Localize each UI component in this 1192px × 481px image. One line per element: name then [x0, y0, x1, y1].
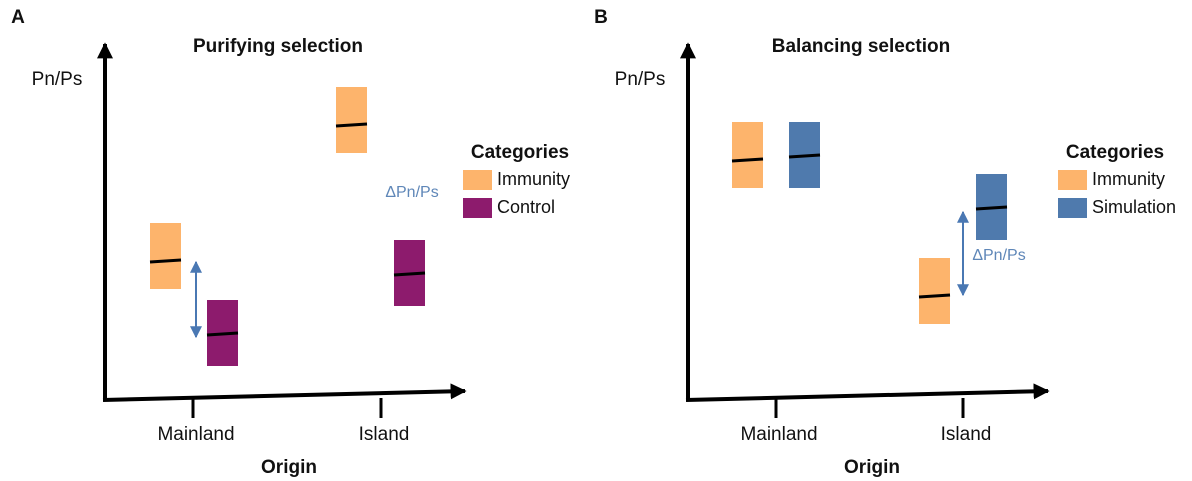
x-axis-label: Origin: [844, 457, 900, 478]
median-line: [393, 271, 426, 277]
panel-label: B: [594, 7, 608, 28]
delta-label: ΔPn/Ps: [972, 247, 1025, 264]
y-axis-label: Pn/Ps: [615, 69, 666, 90]
panel-title: Purifying selection: [193, 36, 363, 57]
delta-label: ΔPn/Ps: [385, 184, 438, 201]
range-box: [732, 122, 763, 188]
legend-title: Categories: [471, 142, 569, 163]
legend-entry: Immunity: [497, 169, 570, 189]
x-category-label: Island: [359, 424, 410, 445]
median-line: [731, 157, 764, 163]
legend-swatch: [463, 198, 492, 218]
median-line: [149, 258, 182, 264]
x-axis: [685, 383, 1050, 402]
legend-swatch: [1058, 170, 1087, 190]
y-axis-label: Pn/Ps: [32, 69, 83, 90]
legend-entry: Simulation: [1092, 197, 1176, 217]
x-category-label: Mainland: [157, 424, 234, 445]
x-category-label: Mainland: [740, 424, 817, 445]
median-line: [335, 122, 368, 128]
median-line: [788, 153, 821, 159]
x-category-label: Island: [941, 424, 992, 445]
median-line: [975, 205, 1008, 211]
legend-swatch: [463, 170, 492, 190]
x-axis: [102, 383, 467, 402]
median-line: [918, 293, 951, 299]
x-axis-label: Origin: [261, 457, 317, 478]
legend-swatch: [1058, 198, 1087, 218]
legend-entry: Control: [497, 197, 555, 217]
range-box: [336, 87, 367, 153]
panel-title: Balancing selection: [772, 36, 950, 57]
panel-label: A: [11, 7, 25, 28]
legend-title: Categories: [1066, 142, 1164, 163]
median-line: [206, 331, 239, 337]
range-box: [150, 223, 181, 289]
range-box: [919, 258, 950, 324]
legend-entry: Immunity: [1092, 169, 1165, 189]
